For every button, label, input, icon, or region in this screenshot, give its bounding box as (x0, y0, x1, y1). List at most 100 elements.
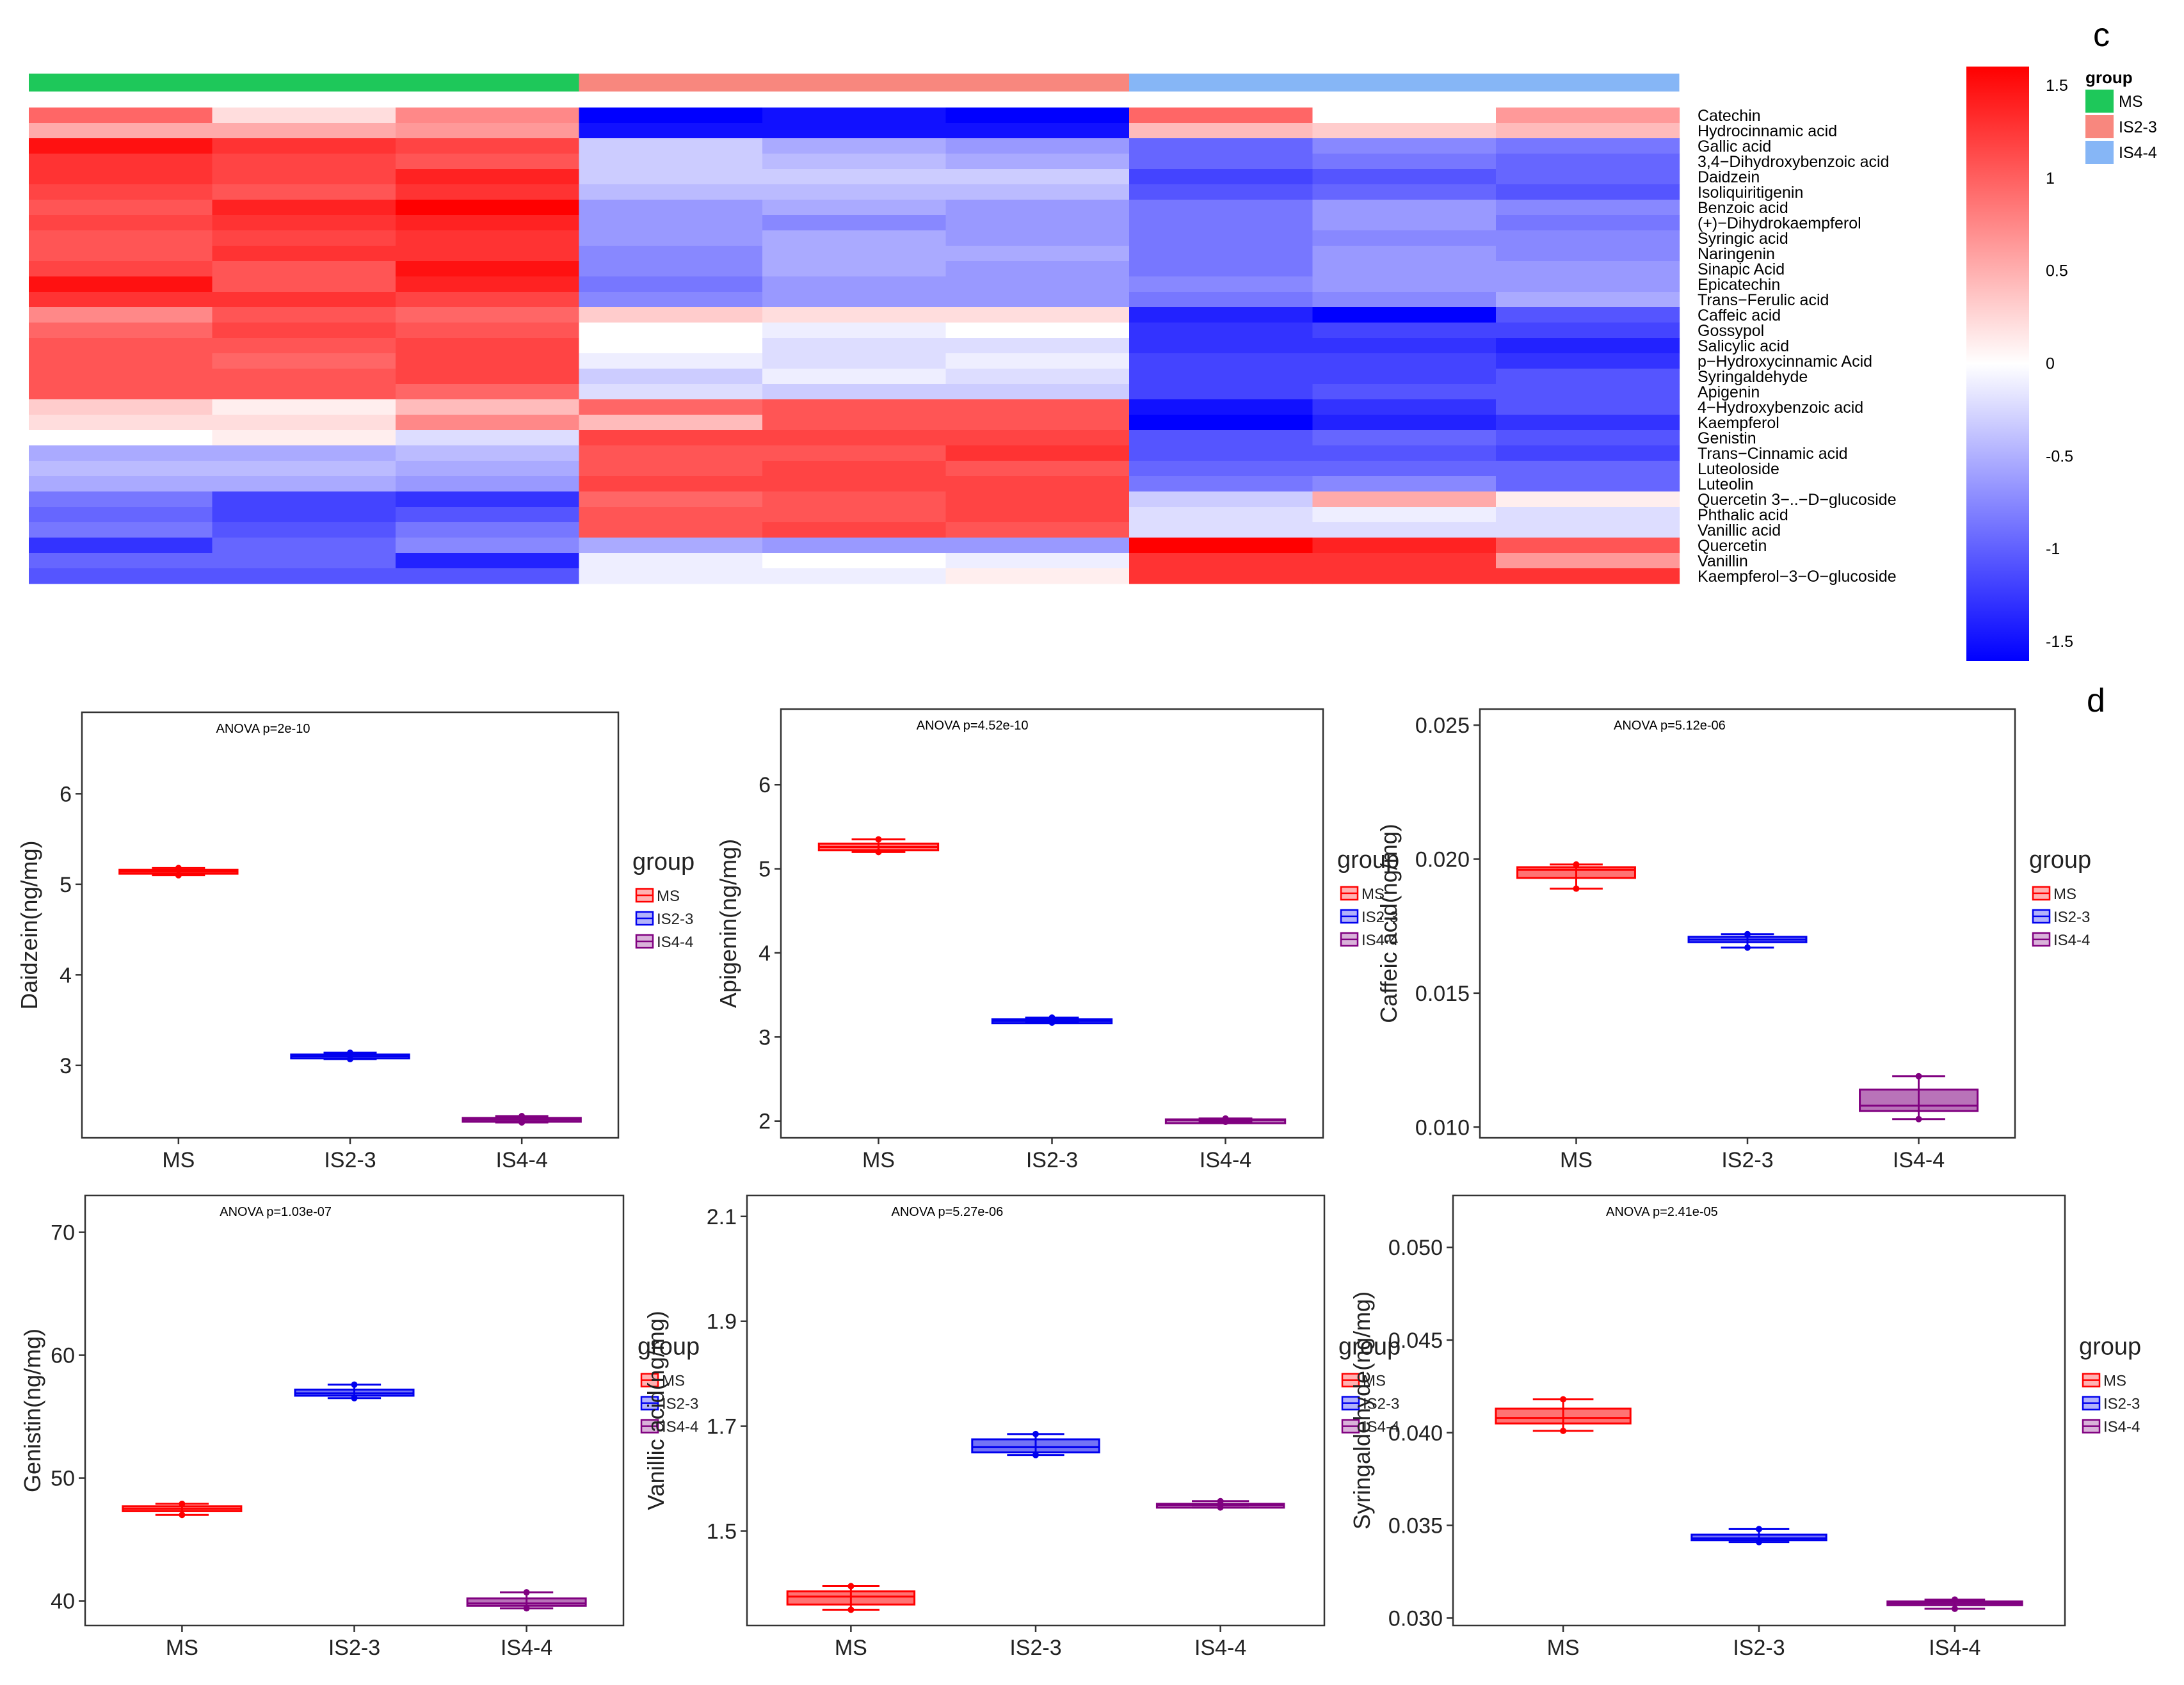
heatmap-cell (212, 338, 396, 354)
heatmap-cell (762, 307, 947, 323)
heatmap-row-label: Catechin (1698, 107, 1761, 125)
heatmap-cell (1496, 154, 1680, 170)
x-tick-label: MS (862, 1148, 895, 1172)
plot-frame (780, 708, 1324, 1139)
x-tick-label: IS4-4 (496, 1148, 548, 1172)
heatmap-cell (579, 568, 763, 584)
heatmap-cell (1129, 461, 1313, 477)
legend-label: IS4-4 (1363, 1419, 1399, 1436)
heatmap-cell (1312, 215, 1497, 231)
heatmap-cell (1496, 230, 1680, 246)
heatmap-cell (1129, 538, 1313, 554)
heatmap-row-label: Salicylic acid (1698, 337, 1789, 355)
heatmap-cell (1312, 323, 1497, 339)
heatmap-cell (1129, 507, 1313, 523)
data-point (351, 1381, 358, 1388)
data-point (1744, 944, 1751, 951)
group-bar-IS2-3 (579, 74, 1129, 92)
heatmap-cell (1312, 184, 1497, 200)
heatmap-cell (1496, 138, 1680, 154)
heatmap-cell (762, 323, 947, 339)
heatmap-cell (212, 568, 396, 584)
heatmap-cell (945, 445, 1130, 461)
data-point (847, 1606, 855, 1613)
heatmap-cell (579, 476, 763, 492)
colorbar-tick-label: 0 (2046, 355, 2055, 373)
heatmap-cell (579, 491, 763, 507)
x-tick-label: IS4-4 (1929, 1636, 1980, 1660)
heatmap-cell (396, 246, 580, 262)
heatmap-cell (1496, 491, 1680, 507)
data-point (1756, 1538, 1762, 1545)
box-IS2-3 (1690, 1526, 1827, 1545)
heatmap-cell (1312, 445, 1497, 461)
box-IS4-4 (466, 1589, 587, 1612)
heatmap-cell (1496, 568, 1680, 584)
data-point (1744, 930, 1751, 938)
heatmap-cell (1312, 369, 1497, 385)
heatmap-cell (396, 538, 580, 554)
heatmap-cell (29, 369, 213, 385)
heatmap-cell (29, 522, 213, 538)
heatmap-cell (29, 200, 213, 216)
box-IS2-3 (991, 1014, 1113, 1026)
heatmap-cell (212, 323, 396, 339)
box-MS (1495, 1396, 1632, 1434)
heatmap-cell (1496, 353, 1680, 369)
legend-label: MS (657, 888, 680, 905)
x-tick-label: IS2-3 (324, 1148, 376, 1172)
heatmap-cell (579, 215, 763, 231)
heatmap-cell (1129, 353, 1313, 369)
panel-label-c: c (2093, 17, 2110, 54)
heatmap-cell (579, 323, 763, 339)
y-tick-label: 70 (51, 1221, 75, 1245)
legend-label: MS (662, 1373, 685, 1390)
heatmap-cell (212, 538, 396, 554)
colorbar-tick-label: 1 (2046, 170, 2055, 188)
anova-annotation: ANOVA p=2.41e-05 (1606, 1205, 1718, 1219)
heatmap-cell (579, 154, 763, 170)
heatmap-cell (1312, 169, 1497, 185)
heatmap-cell (1496, 307, 1680, 323)
heatmap-cell (1312, 522, 1497, 538)
heatmap-row-label: Trans−Ferulic acid (1698, 291, 1829, 309)
heatmap-cell (212, 276, 396, 292)
heatmap-cell (579, 292, 763, 308)
heatmap-row-label: p−Hydroxycinnamic Acid (1698, 353, 1872, 371)
heatmap-cell (945, 138, 1130, 154)
heatmap-cell (762, 215, 947, 231)
heatmap-cell (1312, 230, 1497, 246)
heatmap-cell (945, 430, 1130, 446)
plot-frame (746, 1194, 1326, 1627)
heatmap-cell (762, 200, 947, 216)
anova-annotation: ANOVA p=5.27e-06 (892, 1205, 1004, 1219)
heatmap-cell (1312, 246, 1497, 262)
y-tick-label: 0.050 (1388, 1236, 1443, 1260)
heatmap-cell (1496, 108, 1680, 124)
heatmap-cell (1496, 292, 1680, 308)
data-point (1915, 1073, 1922, 1080)
y-tick-label: 0.010 (1415, 1115, 1470, 1140)
heatmap-cell (396, 230, 580, 246)
boxplot-panel: ANOVA p=2e-10 3 4 5 6 Daidzein(ng/mg) MS IS2-3 I… (16, 711, 695, 1172)
heatmap-cell (29, 415, 213, 431)
heatmap-cell (1129, 184, 1313, 200)
heatmap-cell (1129, 292, 1313, 308)
heatmap-row-label: Vanillin (1698, 552, 1748, 570)
heatmap-cell (396, 261, 580, 277)
legend-label: IS2-3 (662, 1396, 698, 1413)
heatmap-cell (1312, 461, 1497, 477)
heatmap-cell (29, 230, 213, 246)
heatmap-cell (1129, 200, 1313, 216)
legend-title: group (638, 1334, 700, 1361)
heatmap-cell (212, 445, 396, 461)
heatmap-cell (396, 369, 580, 385)
heatmap-cell (579, 430, 763, 446)
heatmap-cell (396, 184, 580, 200)
heatmap-cell (762, 138, 947, 154)
heatmap-cell (212, 491, 396, 507)
heatmap-cell (945, 553, 1130, 569)
heatmap-cell (212, 200, 396, 216)
box-IS2-3 (294, 1381, 415, 1402)
heatmap-cell (1129, 276, 1313, 292)
